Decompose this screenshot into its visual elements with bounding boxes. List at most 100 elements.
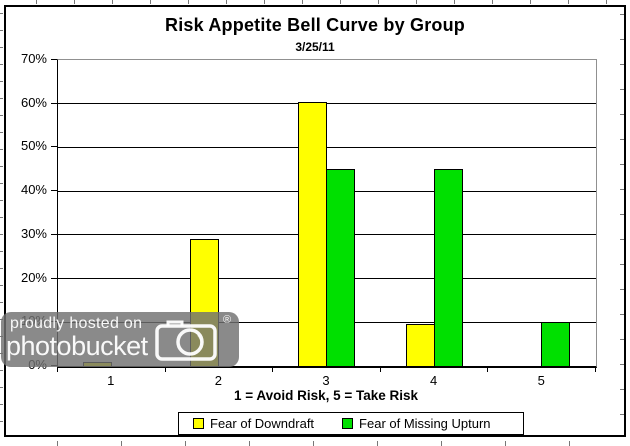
x-axis-tick	[487, 367, 489, 372]
sheet-gridline-stub	[249, 441, 250, 446]
y-axis-tick	[51, 190, 57, 192]
bar-fear-of-missing-upturn-cat-4	[433, 169, 463, 366]
sheet-gridline-stub	[620, 239, 624, 240]
sheet-gridline-stub	[0, 268, 3, 269]
sheet-gridline-stub	[620, 364, 624, 365]
sheet-gridline-stub	[0, 404, 3, 405]
y-axis-tick-label: 70%	[20, 51, 47, 66]
sheet-gridline-stub	[454, 0, 455, 4]
sheet-gridline-stub	[416, 0, 417, 4]
photobucket-watermark: proudly hosted on photobucket ®	[1, 312, 239, 367]
y-axis-tick-label: 20%	[20, 269, 47, 285]
legend-swatch-1	[193, 418, 204, 429]
x-axis-category-label: 5	[537, 373, 545, 388]
y-axis-tick	[51, 59, 57, 60]
sheet-gridline-stub	[620, 114, 624, 115]
legend-swatch-2	[342, 418, 354, 429]
sheet-gridline-stub	[620, 289, 624, 290]
sheet-gridline-stub	[620, 339, 624, 340]
y-axis-tick	[51, 146, 57, 148]
sheet-gridline-stub	[313, 441, 314, 446]
x-axis-tick	[57, 367, 58, 372]
y-axis-tick	[51, 233, 57, 235]
sheet-gridline-stub	[340, 0, 341, 4]
x-axis-category-label: 4	[429, 373, 438, 388]
legend-label-2: Fear of Missing Upturn	[359, 416, 491, 431]
y-axis-tick	[51, 277, 57, 279]
y-axis-tick-label: 40%	[20, 182, 47, 198]
chart-title: Risk Appetite Bell Curve by Group	[165, 15, 465, 35]
sheet-gridline-stub	[0, 217, 3, 218]
sheet-gridline-stub	[0, 81, 3, 82]
sheet-gridline-stub	[0, 234, 3, 235]
x-axis-category-label: 3	[322, 373, 330, 388]
sheet-gridline-stub	[0, 13, 3, 14]
sheet-gridline-stub	[0, 64, 3, 65]
sheet-gridline-stub	[492, 0, 493, 4]
sheet-gridline-stub	[441, 441, 442, 446]
sheet-gridline-stub	[121, 441, 122, 446]
sheet-gridline-stub	[0, 370, 3, 371]
sheet-gridline-stub	[112, 0, 113, 4]
sheet-gridline-stub	[0, 421, 3, 422]
y-axis-tick-label: 60%	[20, 94, 47, 110]
sheet-gridline-stub	[36, 0, 37, 4]
sheet-gridline-stub	[0, 166, 3, 167]
x-axis-category-label: 2	[214, 373, 222, 388]
registered-trademark-symbol: ®	[223, 314, 232, 326]
bar-fear-of-downdraft-cat-3	[298, 101, 327, 366]
chart-subtitle: 3/25/11	[295, 40, 335, 54]
sheet-gridline-stub	[0, 98, 3, 99]
sheet-gridline-stub	[0, 47, 3, 48]
legend-item-1: Fear of Downdraft	[193, 416, 314, 431]
y-axis-tick	[51, 102, 57, 104]
x-axis-tick	[379, 367, 381, 372]
sheet-gridline-stub	[0, 251, 3, 252]
sheet-gridline-stub	[620, 64, 624, 65]
x-axis-title: 1 = Avoid Risk, 5 = Take Risk	[233, 388, 419, 403]
watermark-text-line2: photobucket	[6, 331, 148, 361]
sheet-gridline-stub	[505, 441, 506, 446]
sheet-gridline-stub	[620, 164, 624, 165]
sheet-gridline-stub	[620, 189, 624, 190]
sheet-gridline-stub	[620, 139, 624, 140]
sheet-gridline-stub	[0, 115, 3, 116]
sheet-gridline-stub	[0, 200, 3, 201]
bar-fear-of-missing-upturn-cat-3	[326, 169, 355, 366]
watermark-text-line1: proudly hosted on	[10, 315, 143, 332]
sheet-gridline-stub	[0, 387, 3, 388]
sheet-gridline-stub	[620, 14, 624, 15]
sheet-gridline-stub	[0, 183, 3, 184]
x-axis-tick	[272, 367, 274, 372]
sheet-gridline-stub	[185, 441, 186, 446]
bar-fear-of-downdraft-cat-4	[405, 323, 435, 366]
camera-icon	[155, 320, 217, 361]
sheet-gridline-stub	[226, 0, 227, 4]
sheet-gridline-stub	[188, 0, 189, 4]
sheet-gridline-stub	[606, 0, 607, 4]
legend-label-1: Fear of Downdraft	[210, 416, 315, 431]
sheet-gridline-stub	[620, 314, 624, 315]
sheet-gridline-stub	[0, 285, 3, 286]
bar-fear-of-missing-upturn-cat-5	[541, 322, 571, 366]
sheet-gridline-stub	[150, 0, 151, 4]
y-gridline	[58, 146, 596, 148]
sheet-gridline-stub	[620, 89, 624, 90]
sheet-gridline-stub	[620, 39, 624, 40]
sheet-gridline-stub	[377, 441, 378, 446]
sheet-gridline-stub	[0, 302, 3, 303]
y-gridline	[58, 103, 596, 105]
chart-legend: Fear of Downdraft Fear of Missing Upturn	[178, 412, 524, 435]
sheet-gridline-stub	[0, 30, 3, 31]
sheet-gridline-stub	[378, 0, 379, 4]
y-axis-tick-label: 50%	[20, 138, 47, 154]
x-axis-category-label: 1	[107, 373, 115, 388]
x-axis-tick	[595, 367, 596, 372]
sheet-gridline-stub	[620, 414, 624, 415]
sheet-gridline-stub	[530, 0, 531, 4]
y-axis-tick-label: 30%	[20, 225, 47, 241]
sheet-gridline-stub	[264, 0, 265, 4]
sheet-gridline-stub	[620, 264, 624, 265]
legend-item-2: Fear of Missing Upturn	[342, 416, 491, 431]
